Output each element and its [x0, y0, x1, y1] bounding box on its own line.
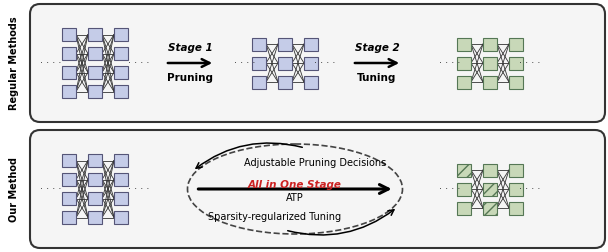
Bar — [62, 47, 76, 60]
Bar — [114, 47, 128, 60]
Bar — [509, 202, 523, 214]
Bar — [483, 164, 497, 176]
Bar — [509, 164, 523, 176]
Text: · · · ·: · · · · — [440, 184, 461, 194]
Bar — [252, 38, 266, 50]
Text: · · · ·: · · · · — [40, 184, 61, 194]
Bar — [114, 211, 128, 224]
Bar — [483, 38, 497, 50]
Bar — [62, 173, 76, 186]
Text: ATP: ATP — [286, 193, 304, 203]
Bar — [114, 173, 128, 186]
FancyBboxPatch shape — [30, 4, 605, 122]
Bar — [62, 66, 76, 79]
Bar — [114, 154, 128, 167]
FancyBboxPatch shape — [30, 130, 605, 248]
Text: Stage 1: Stage 1 — [168, 43, 212, 53]
Bar — [88, 211, 102, 224]
Bar — [62, 211, 76, 224]
Bar — [62, 192, 76, 205]
Bar — [114, 66, 128, 79]
Bar — [114, 85, 128, 98]
Bar — [278, 38, 292, 50]
Bar — [509, 182, 523, 196]
Bar — [88, 154, 102, 167]
Text: · · · ·: · · · · — [128, 184, 150, 194]
Bar — [509, 76, 523, 88]
Text: Regular Methods: Regular Methods — [9, 16, 19, 110]
Bar — [483, 76, 497, 88]
Text: · · · ·: · · · · — [128, 58, 150, 68]
Bar — [483, 56, 497, 70]
Text: Sparsity-regularized Tuning: Sparsity-regularized Tuning — [209, 212, 342, 222]
Bar — [114, 28, 128, 41]
Bar — [278, 76, 292, 88]
Bar — [457, 38, 471, 50]
Bar — [304, 56, 318, 70]
Bar — [88, 85, 102, 98]
Bar — [457, 182, 471, 196]
Text: Pruning: Pruning — [167, 73, 213, 83]
Bar — [62, 28, 76, 41]
Bar — [62, 154, 76, 167]
Bar — [457, 202, 471, 214]
Text: · · · ·: · · · · — [440, 58, 461, 68]
Text: All in One Stage: All in One Stage — [248, 180, 342, 190]
Bar — [304, 38, 318, 50]
Bar — [278, 56, 292, 70]
Bar — [457, 56, 471, 70]
Bar — [509, 38, 523, 50]
Text: · · · ·: · · · · — [519, 184, 541, 194]
Bar — [509, 56, 523, 70]
Bar — [304, 76, 318, 88]
Text: · · · ·: · · · · — [314, 58, 336, 68]
Bar — [457, 164, 471, 176]
Bar — [457, 76, 471, 88]
Bar — [62, 85, 76, 98]
Text: · · · ·: · · · · — [519, 58, 541, 68]
Bar — [114, 192, 128, 205]
Text: Stage 2: Stage 2 — [354, 43, 399, 53]
Text: Tuning: Tuning — [358, 73, 396, 83]
Bar — [483, 202, 497, 214]
Bar — [88, 28, 102, 41]
Bar — [88, 192, 102, 205]
Text: · · · ·: · · · · — [40, 58, 61, 68]
Bar — [483, 182, 497, 196]
Bar — [252, 76, 266, 88]
Text: Our Method: Our Method — [9, 156, 19, 222]
Bar — [88, 173, 102, 186]
Bar — [88, 66, 102, 79]
Bar — [88, 47, 102, 60]
Text: · · · ·: · · · · — [234, 58, 256, 68]
Bar — [252, 56, 266, 70]
Text: Adjustable Pruning Decisions: Adjustable Pruning Decisions — [244, 158, 386, 168]
